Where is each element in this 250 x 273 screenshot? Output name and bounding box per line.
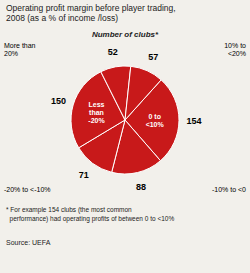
category-label: 0 to<10% <box>146 113 165 128</box>
category-label: -10% to <0 <box>212 186 246 193</box>
text-line: performance) had operating profits of be… <box>6 215 174 223</box>
header: Number of clubs* <box>92 30 159 39</box>
category-label: More than20% <box>4 42 36 57</box>
text-line: <20% <box>228 50 246 57</box>
note: * For example 154 clubs (the most common… <box>6 206 174 223</box>
text-line: <10% <box>146 121 165 128</box>
text-line: -20% <box>88 116 105 123</box>
text-line: * For example 154 clubs (the most common <box>6 206 132 214</box>
category-label: 10% to<20% <box>224 42 246 57</box>
text-line: 20% <box>4 50 18 57</box>
pie-slice <box>125 66 161 120</box>
text-line: -10% to <0 <box>212 186 246 193</box>
category-label: -20% to <-10% <box>4 186 51 193</box>
text-line: 0 to <box>148 113 160 120</box>
text-line: Less <box>88 100 104 107</box>
text-line: than <box>89 108 104 115</box>
category-label: Lessthan-20% <box>88 100 105 123</box>
title: Operating profit margin before player tr… <box>6 3 176 23</box>
data-label: 52 <box>108 47 118 57</box>
chart: Operating profit margin before player tr… <box>0 0 250 273</box>
text-line: Operating profit margin before player tr… <box>6 3 176 13</box>
source: Source: UEFA <box>6 239 51 246</box>
text-line: -20% to <-10% <box>4 186 51 193</box>
data-label: 88 <box>136 182 146 192</box>
data-label: 57 <box>148 52 158 62</box>
text-line: 10% to <box>224 42 246 49</box>
data-label: 71 <box>79 170 89 180</box>
data-label: 150 <box>51 96 66 106</box>
text-line: More than <box>4 42 36 49</box>
data-label: 154 <box>187 116 202 126</box>
pie: 154 88 71 150 52 57 0 to<10% Lessthan-20% <box>51 47 202 192</box>
text-line: 2008 (as a % of income /loss) <box>6 13 118 23</box>
